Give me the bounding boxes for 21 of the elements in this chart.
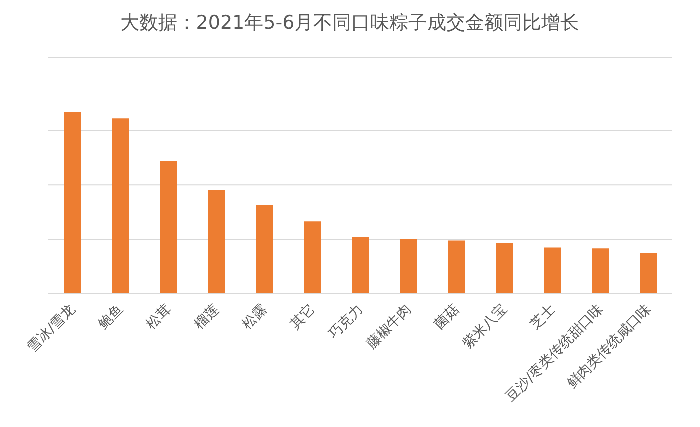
bar bbox=[544, 248, 561, 294]
bar bbox=[112, 118, 129, 294]
bar bbox=[64, 112, 81, 294]
x-tick-label: 松茸 bbox=[144, 302, 175, 333]
x-tick-label: 榴莲 bbox=[192, 302, 223, 333]
x-tick-label: 雪冰/雪龙 bbox=[24, 302, 79, 356]
bar bbox=[352, 237, 369, 294]
bar bbox=[496, 243, 513, 294]
x-tick-label: 芝士 bbox=[528, 302, 559, 333]
x-tick-label: 松露 bbox=[240, 302, 271, 333]
bar bbox=[592, 248, 609, 294]
x-tick-label: 鲍鱼 bbox=[96, 302, 127, 333]
bar bbox=[256, 205, 273, 294]
bar bbox=[208, 190, 225, 294]
bar bbox=[448, 240, 465, 294]
bar bbox=[160, 161, 177, 294]
x-tick-label: 其它 bbox=[288, 302, 319, 333]
bar bbox=[304, 222, 321, 294]
bar bbox=[640, 252, 657, 294]
chart-title: 大数据：2021年5-6月不同口味粽子成交金额同比增长 bbox=[119, 11, 581, 36]
bar bbox=[400, 238, 417, 294]
